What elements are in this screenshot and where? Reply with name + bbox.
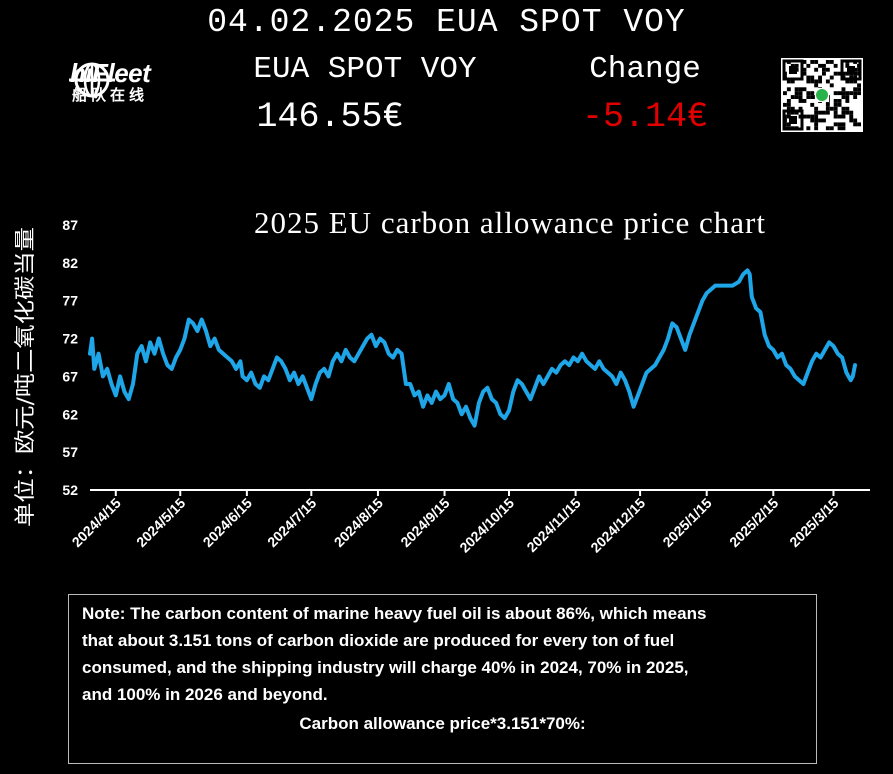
- header-change-label: Change: [589, 52, 701, 87]
- x-tick-label: 2024/8/15: [331, 495, 387, 551]
- y-tick-label: 62: [62, 406, 78, 422]
- logo-subtitle: 船队在线: [72, 87, 149, 104]
- header-date-title: 04.02.2025 EUA SPOT VOY: [207, 4, 686, 41]
- x-tick-label: 2024/5/15: [133, 495, 189, 551]
- globe-logo-icon: [69, 62, 115, 98]
- x-tick-label: 2024/4/15: [69, 495, 125, 551]
- y-tick-label: 57: [62, 444, 78, 460]
- y-tick-label: 67: [62, 368, 78, 384]
- note-line: and 100% in 2026 and beyond.: [82, 685, 328, 704]
- logo-name: hiFleet: [70, 58, 151, 88]
- header-price-value: 146.55€: [256, 97, 404, 137]
- x-tick-label: 2024/12/15: [587, 495, 648, 556]
- x-tick-label: 2024/6/15: [200, 495, 256, 551]
- x-tick-label: 2025/2/15: [726, 495, 782, 551]
- y-axis-label: 单位：欧元/吨二氧化碳当量: [13, 227, 37, 527]
- x-tick-label: 2024/10/15: [456, 495, 517, 556]
- note-line: consumed, and the shipping industry will…: [82, 658, 689, 677]
- y-tick-label: 82: [62, 255, 78, 271]
- note-box: [68, 594, 817, 764]
- y-tick-label: 72: [62, 331, 78, 347]
- y-tick-label: 52: [62, 482, 78, 498]
- svg-text:单位：欧元/吨二氧化碳当量: 单位：欧元/吨二氧化碳当量: [13, 227, 37, 527]
- y-tick-label: 87: [62, 217, 78, 233]
- header-product-label: EUA SPOT VOY: [253, 52, 477, 87]
- series-line: [88, 268, 857, 428]
- note-formula: Carbon allowance price*3.151*70%:: [299, 714, 586, 733]
- x-tick-label: 2025/3/15: [786, 495, 842, 551]
- x-tick-label: 2024/7/15: [264, 495, 320, 551]
- chart-title: 2025 EU carbon allowance price chart: [254, 205, 766, 240]
- y-tick-label: 77: [62, 293, 78, 309]
- note-text: Note: The carbon content of marine heavy…: [82, 600, 807, 708]
- qr-code-icon: [781, 58, 863, 132]
- x-tick-label: 2024/11/15: [523, 495, 583, 555]
- x-tick-label: 2024/9/15: [397, 495, 453, 551]
- note-line: that about 3.151 tons of carbon dioxide …: [82, 631, 675, 650]
- header-change-value: -5.14€: [581, 97, 709, 137]
- note-line: Note: The carbon content of marine heavy…: [82, 604, 707, 623]
- x-tick-label: 2025/1/15: [659, 495, 715, 551]
